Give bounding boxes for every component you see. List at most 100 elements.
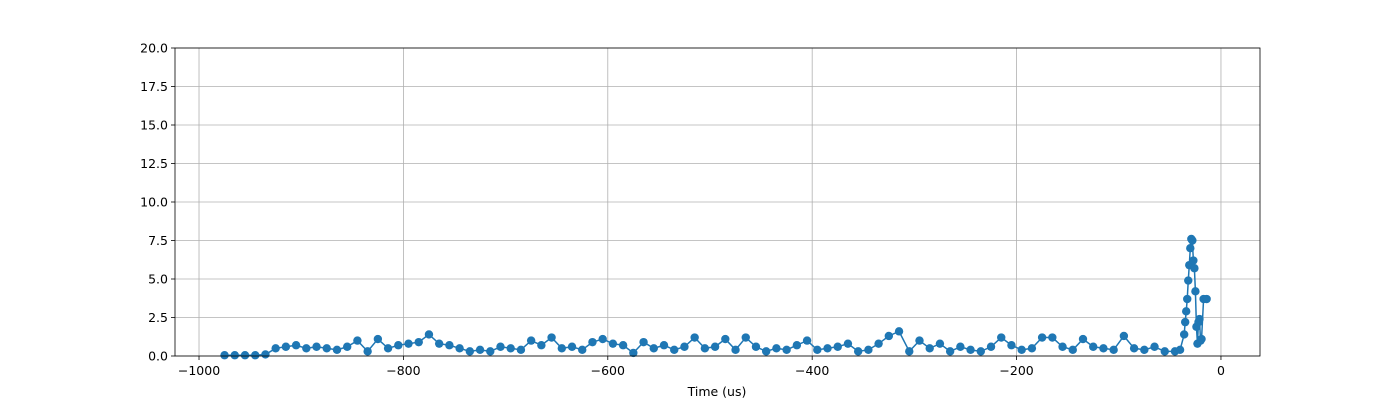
point bbox=[802, 336, 812, 345]
point bbox=[1191, 287, 1200, 296]
x-axis-label: Time (us) bbox=[687, 384, 747, 399]
point bbox=[608, 339, 618, 348]
series-line bbox=[224, 236, 1207, 356]
y-tick-label: 17.5 bbox=[140, 79, 168, 94]
point bbox=[997, 333, 1006, 342]
point bbox=[1195, 314, 1204, 324]
point bbox=[312, 342, 321, 351]
point bbox=[792, 341, 802, 350]
point bbox=[1180, 317, 1190, 327]
point bbox=[833, 342, 842, 351]
y-tick-label: 12.5 bbox=[140, 156, 168, 171]
point bbox=[445, 341, 454, 350]
point bbox=[465, 347, 475, 356]
point bbox=[935, 339, 945, 348]
point bbox=[404, 339, 413, 348]
point bbox=[966, 345, 975, 355]
point bbox=[220, 351, 229, 360]
point bbox=[1058, 342, 1067, 351]
point bbox=[659, 341, 669, 350]
x-tick-label: −400 bbox=[795, 363, 829, 378]
point bbox=[670, 345, 679, 355]
y-tick-label: 2.5 bbox=[148, 310, 168, 325]
point bbox=[1160, 347, 1169, 356]
x-tick-label: −1000 bbox=[178, 363, 220, 378]
point bbox=[332, 345, 342, 355]
point bbox=[251, 351, 260, 360]
point bbox=[1109, 345, 1118, 355]
point bbox=[894, 327, 904, 336]
point bbox=[843, 339, 853, 348]
point bbox=[373, 334, 383, 344]
plot-frame bbox=[174, 47, 1261, 357]
point bbox=[976, 347, 986, 356]
point bbox=[925, 344, 934, 353]
point bbox=[700, 344, 710, 353]
point bbox=[363, 347, 372, 356]
point bbox=[1027, 344, 1037, 353]
x-tick-label: −200 bbox=[999, 363, 1033, 378]
point bbox=[741, 333, 750, 342]
point bbox=[629, 348, 638, 358]
y-tick-label: 15.0 bbox=[140, 118, 168, 133]
point bbox=[394, 341, 403, 350]
point bbox=[455, 344, 464, 353]
point bbox=[240, 351, 250, 360]
point bbox=[1175, 345, 1185, 355]
point bbox=[761, 347, 771, 356]
point bbox=[1188, 236, 1197, 245]
point bbox=[680, 342, 689, 351]
point bbox=[1186, 244, 1195, 253]
point bbox=[1182, 307, 1191, 316]
point bbox=[526, 336, 536, 345]
point bbox=[1150, 342, 1159, 351]
point bbox=[813, 345, 822, 355]
point bbox=[1089, 342, 1098, 351]
point bbox=[537, 341, 546, 350]
y-tick-label: 5.0 bbox=[148, 272, 168, 287]
point bbox=[1048, 333, 1057, 342]
x-tick-label: −800 bbox=[386, 363, 420, 378]
point bbox=[353, 336, 362, 345]
point bbox=[823, 344, 832, 353]
point bbox=[1140, 345, 1149, 355]
point bbox=[424, 330, 434, 339]
point bbox=[261, 350, 270, 359]
point bbox=[434, 339, 444, 348]
point bbox=[496, 342, 505, 351]
point bbox=[874, 339, 883, 348]
y-tick-label: 7.5 bbox=[148, 233, 168, 248]
point bbox=[1007, 341, 1016, 350]
point bbox=[1202, 294, 1211, 304]
point bbox=[578, 345, 587, 355]
point bbox=[864, 345, 873, 355]
point bbox=[588, 337, 597, 347]
point bbox=[915, 336, 924, 345]
x-tick-label: −600 bbox=[591, 363, 625, 378]
point bbox=[782, 345, 791, 355]
y-tick-label: 20.0 bbox=[140, 41, 168, 56]
point bbox=[1129, 344, 1139, 353]
point bbox=[1184, 276, 1193, 285]
point bbox=[1183, 294, 1192, 304]
point bbox=[567, 342, 577, 351]
point bbox=[1189, 256, 1198, 265]
point bbox=[271, 344, 280, 353]
point bbox=[486, 347, 495, 356]
point bbox=[945, 347, 955, 356]
point bbox=[281, 342, 291, 351]
point bbox=[516, 345, 526, 355]
point bbox=[772, 344, 781, 353]
point bbox=[291, 341, 301, 350]
point bbox=[1099, 344, 1108, 353]
point bbox=[1179, 330, 1189, 339]
point bbox=[956, 342, 965, 351]
point bbox=[1119, 331, 1129, 341]
point bbox=[342, 342, 352, 351]
point bbox=[598, 334, 607, 344]
point bbox=[1017, 345, 1026, 355]
point bbox=[721, 334, 730, 344]
point bbox=[506, 344, 515, 353]
point bbox=[853, 347, 863, 356]
